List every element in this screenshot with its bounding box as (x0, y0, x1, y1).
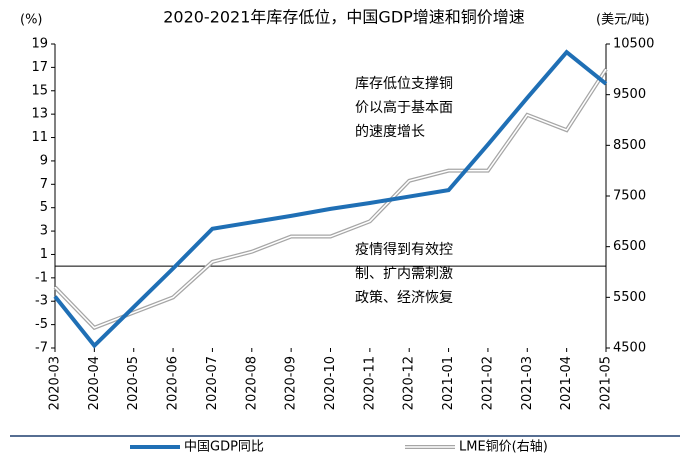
y-tick-label: 19 (31, 37, 48, 52)
y-tick-label: 11 (31, 130, 48, 145)
x-tick-label: 2021-05 (599, 356, 614, 410)
y-unit: (%) (20, 13, 43, 28)
x-tick-label: 2020-04 (87, 356, 102, 410)
x-tick-label: 2020-09 (284, 356, 299, 410)
x-tick-label: 2020-08 (244, 356, 259, 410)
y-tick-label: 1 (40, 247, 48, 262)
annotation: 库存低位支撑铜 (355, 76, 453, 92)
x-tick-label: 2021-02 (480, 356, 495, 410)
y2-tick-label: 9500 (613, 87, 646, 102)
y2-unit: (美元/吨) (596, 13, 650, 28)
x-tick-label: 2020-06 (166, 356, 181, 410)
x-tick-label: 2021-04 (559, 356, 574, 410)
series-line-highlight (54, 68, 607, 329)
x-tick-label: 2020-05 (126, 356, 141, 410)
legend-label: LME铜价(右轴) (459, 440, 548, 455)
series-line (53, 49, 608, 349)
y-tick-label: 15 (31, 83, 48, 98)
x-tick-label: 2020-03 (48, 356, 63, 410)
y-tick-label: 3 (40, 224, 48, 239)
chart-title: 2020-2021年库存低位，中国GDP增速和铜价增速 (163, 8, 525, 27)
y2-tick-label: 6500 (613, 239, 646, 254)
y2-tick-label: 5500 (613, 290, 646, 305)
legend-label: 中国GDP同比 (184, 440, 264, 455)
x-tick-label: 2020-10 (323, 356, 338, 410)
series-line (53, 68, 608, 331)
y-tick-label: 7 (40, 177, 48, 192)
x-tick-label: 2021-03 (520, 356, 535, 410)
y2-tick-label: 10500 (613, 37, 654, 52)
annotation: 的速度增长 (355, 124, 425, 140)
y-tick-label: 9 (40, 153, 48, 168)
y2-tick-label: 8500 (613, 138, 646, 153)
y-tick-label: -5 (35, 317, 48, 332)
x-tick-label: 2021-01 (441, 356, 456, 410)
annotation: 政策、经济恢复 (355, 289, 453, 306)
y2-tick-label: 7500 (613, 189, 646, 204)
y-tick-label: 17 (31, 60, 48, 75)
y-tick-label: 5 (40, 200, 48, 215)
x-tick-label: 2020-07 (205, 356, 220, 410)
x-tick-label: 2020-12 (402, 356, 417, 410)
y-tick-label: -1 (35, 270, 48, 285)
y2-tick-label: 4500 (613, 341, 646, 356)
y-tick-label: 13 (31, 107, 48, 122)
y-tick-label: -3 (35, 294, 48, 309)
y-tick-label: -7 (35, 341, 48, 356)
annotation: 价以高于基本面 (355, 99, 453, 116)
x-tick-label: 2020-11 (362, 356, 377, 410)
annotation: 疫情得到有效控 (355, 241, 453, 258)
annotation: 制、扩内需刺激 (355, 265, 453, 282)
